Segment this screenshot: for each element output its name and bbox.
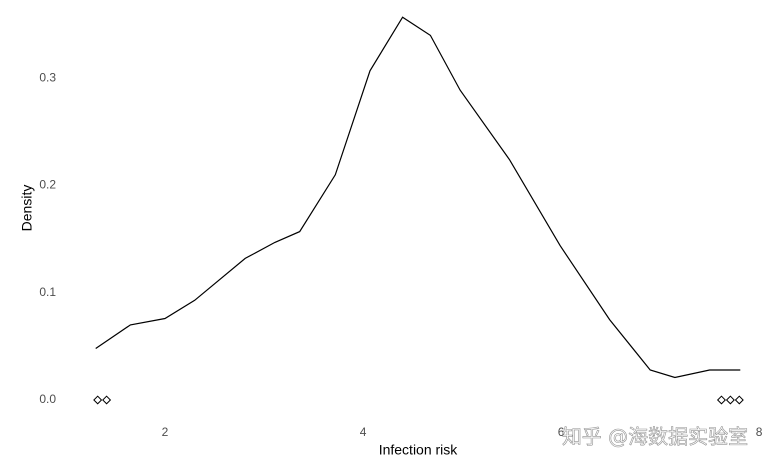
y-tick-label: 0.3 xyxy=(39,70,56,84)
y-tick-label: 0.2 xyxy=(39,178,56,192)
point xyxy=(93,395,103,405)
x-tick-label: 2 xyxy=(162,425,169,439)
point xyxy=(725,395,735,405)
density-line xyxy=(95,16,741,379)
y-tick-label: 0.1 xyxy=(39,285,56,299)
x-axis-title: Infection risk xyxy=(379,442,459,458)
point xyxy=(734,395,744,405)
point xyxy=(716,395,726,405)
x-tick-label: 6 xyxy=(558,425,565,439)
x-tick-label: 8 xyxy=(756,425,763,439)
point xyxy=(102,395,112,405)
y-tick-label: 0.0 xyxy=(39,392,56,406)
y-axis-title: Density xyxy=(19,185,35,232)
watermark: 知乎 @海数据实验室 xyxy=(562,425,748,449)
x-tick-label: 4 xyxy=(360,425,367,439)
